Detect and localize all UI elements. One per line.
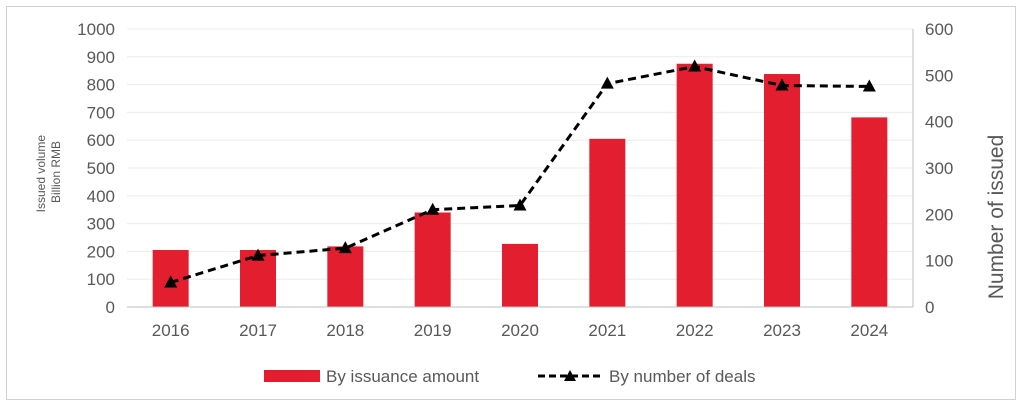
deals-line	[170, 64, 870, 284]
combo-chart: 0 100 200 300 400 500 600 700 800 900 1000 0 100 200…	[34, 20, 1008, 386]
left-axis-title-line1: Issued volume	[34, 135, 48, 213]
legend-label-bar: By issuance amount	[326, 367, 479, 386]
bar-2021	[589, 138, 626, 307]
left-tick-label: 700	[87, 103, 115, 122]
right-axis-title: Number of issued	[985, 135, 1008, 300]
deals-point-2024	[862, 79, 876, 92]
bar-series	[152, 63, 888, 308]
axes	[127, 29, 914, 308]
left-tick-label: 900	[87, 48, 115, 67]
left-tick-label: 0	[106, 298, 115, 317]
line-series	[164, 59, 876, 288]
x-axis-ticks: 2016 2017 2018 2019 2020 2021 2022 2023 2024	[152, 321, 888, 340]
left-tick-label: 200	[87, 242, 115, 261]
right-tick-label: 600	[925, 20, 953, 39]
left-axis-title-line2: Billion RMB	[49, 141, 63, 203]
x-tick-label-2018: 2018	[326, 321, 364, 340]
bar-2020	[502, 243, 538, 307]
deals-point-2022	[688, 59, 702, 72]
right-tick-label: 0	[925, 298, 934, 317]
left-tick-label: 300	[87, 215, 115, 234]
right-tick-label: 300	[925, 159, 953, 178]
legend-swatch-bar	[264, 370, 320, 382]
bar-2018	[327, 246, 364, 307]
x-tick-label-2024: 2024	[850, 321, 888, 340]
left-axis-title: Issued volume Billion RMB	[34, 132, 63, 213]
x-tick-label-2023: 2023	[763, 321, 801, 340]
x-tick-label-2019: 2019	[414, 321, 452, 340]
deals-point-2017	[251, 248, 265, 261]
left-tick-label: 800	[87, 76, 115, 95]
left-tick-label: 400	[87, 187, 115, 206]
deals-point-2018	[338, 241, 352, 254]
legend-swatch-marker	[564, 370, 576, 381]
right-tick-label: 400	[925, 113, 953, 132]
bar-2024	[851, 117, 888, 308]
bar-2019	[414, 212, 451, 307]
legend: By issuance amount By number of deals	[264, 367, 755, 386]
deals-point-2016	[164, 275, 178, 288]
deals-point-2019	[426, 202, 440, 215]
deals-point-2020	[513, 198, 527, 211]
chart-container: 0 100 200 300 400 500 600 700 800 900 1000 0 100 200…	[6, 6, 1016, 400]
x-tick-label-2021: 2021	[588, 321, 626, 340]
right-tick-label: 200	[925, 205, 953, 224]
left-tick-label: 100	[87, 270, 115, 289]
bar-2022	[676, 63, 713, 307]
deals-point-2023	[775, 78, 789, 91]
x-tick-label-2020: 2020	[501, 321, 539, 340]
left-tick-label: 500	[87, 159, 115, 178]
left-axis-ticks: 0 100 200 300 400 500 600 700 800 900 1000	[77, 20, 115, 317]
x-tick-label-2017: 2017	[239, 321, 277, 340]
right-tick-label: 100	[925, 252, 953, 271]
x-tick-label-2022: 2022	[676, 321, 714, 340]
left-tick-label: 600	[87, 131, 115, 150]
left-tick-label: 1000	[77, 20, 115, 39]
deals-point-2021	[600, 76, 614, 89]
legend-label-line: By number of deals	[609, 367, 755, 386]
bar-2023	[764, 74, 800, 307]
right-tick-label: 500	[925, 66, 953, 85]
x-tick-label-2016: 2016	[152, 321, 190, 340]
right-axis-ticks: 0 100 200 300 400 500 600	[925, 20, 953, 317]
